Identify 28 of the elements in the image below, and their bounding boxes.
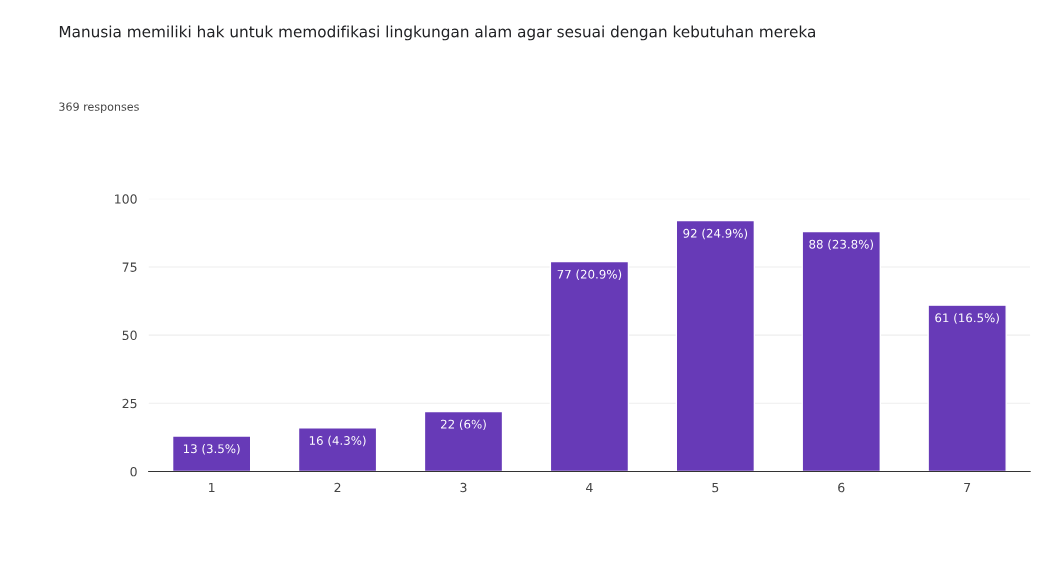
x-tick-label: 2 [334,482,341,493]
data-label: 22 (6%) [440,419,486,431]
x-tick-label: 1 [209,482,215,493]
y-tick-label: 25 [122,398,137,409]
data-label: 61 (16.5%) [935,313,999,324]
bar [675,219,756,472]
bar [171,435,252,472]
data-label: 77 (20.9%) [557,269,622,281]
bar [801,230,881,472]
y-tick-label: 75 [122,262,137,272]
x-tick-label: 5 [712,482,719,493]
x-tick-label: 6 [838,482,845,493]
data-label: 16 (4.3%) [309,435,366,447]
x-tick-label: 7 [964,482,971,493]
x-tick-label: 3 [460,482,467,493]
data-label: 88 (23.8%) [809,239,873,251]
bar [423,410,504,472]
y-tick-label: 50 [122,330,137,341]
bar [549,260,630,472]
data-label: 13 (3.5%) [183,444,240,455]
chart-title: Manusia memiliki hak untuk memodifikasi lingkungan alam agar sesuai dengan kebutuhan mereka [59,25,815,41]
y-tick-label: 0 [130,466,137,477]
bar [297,427,378,472]
chart-subtitle: 369 responses [59,102,139,113]
y-tick-label: 100 [115,194,137,204]
bar [927,304,1007,472]
x-tick-label: 4 [586,482,593,493]
data-label: 92 (24.9%) [683,228,748,240]
